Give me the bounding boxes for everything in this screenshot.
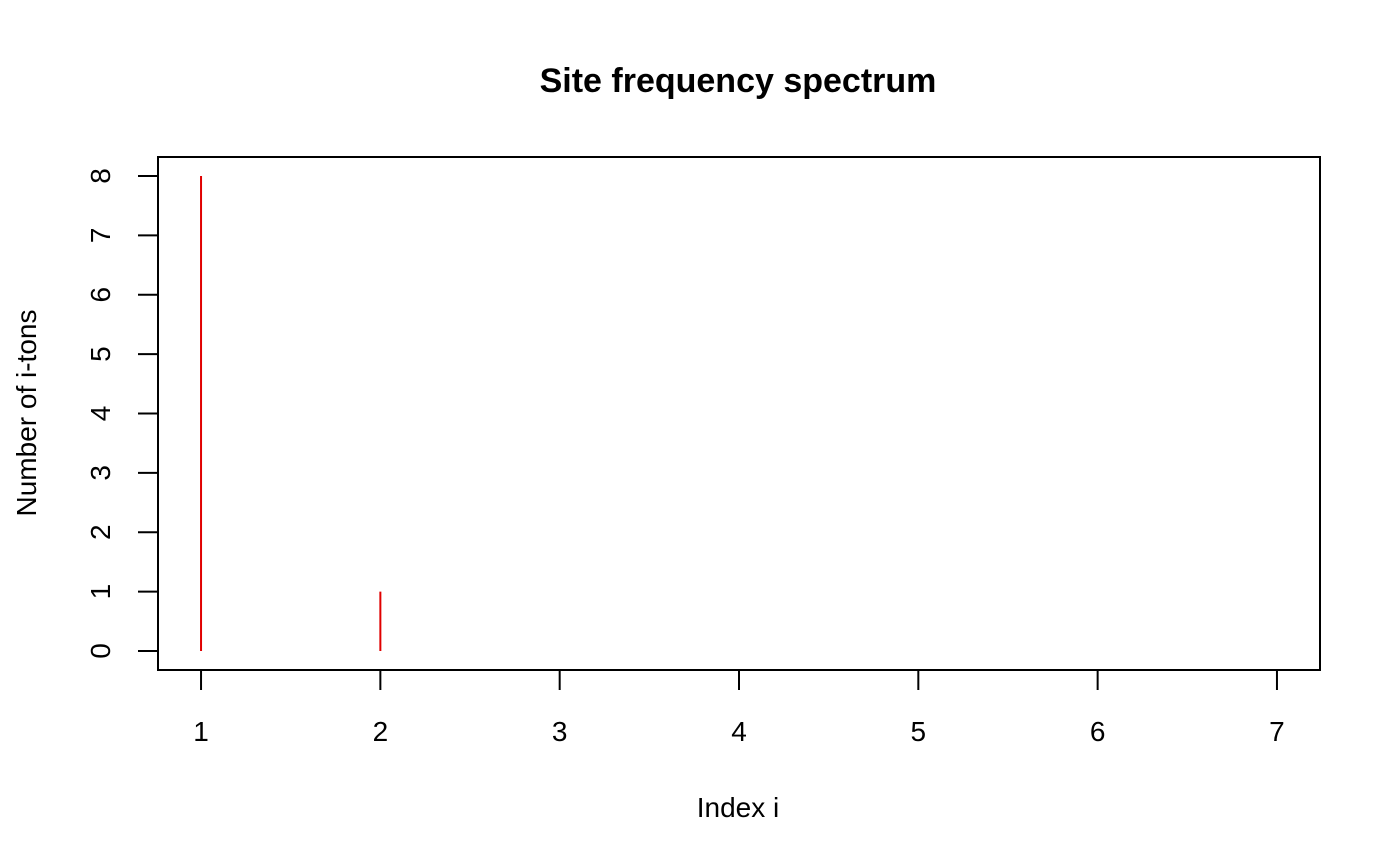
- y-tick-label: 5: [85, 346, 116, 362]
- y-tick-label: 1: [85, 584, 116, 600]
- x-axis: 1 2 3 4 5 6 7: [193, 669, 1285, 747]
- x-tick-label: 4: [731, 716, 747, 747]
- y-tick-label: 3: [85, 465, 116, 481]
- chart-title: Site frequency spectrum: [540, 62, 937, 100]
- data-series: [200, 176, 382, 651]
- y-tick-label: 0: [85, 643, 116, 659]
- y-axis: 0 1 2 3 4 5 6 7 8: [85, 168, 159, 659]
- y-tick-label: 7: [85, 228, 116, 244]
- plot-frame: [157, 156, 1321, 671]
- x-axis-label: Index i: [697, 792, 780, 823]
- x-tick-label: 6: [1090, 716, 1106, 747]
- x-tick-label: 1: [193, 716, 209, 747]
- x-tick-label: 7: [1269, 716, 1285, 747]
- y-tick-label: 6: [85, 287, 116, 303]
- x-tick-label: 3: [552, 716, 568, 747]
- y-tick-label: 4: [85, 406, 116, 422]
- y-tick-label: 8: [85, 168, 116, 184]
- y-tick-label: 2: [85, 524, 116, 540]
- x-tick-label: 2: [373, 716, 389, 747]
- x-tick-label: 5: [911, 716, 927, 747]
- y-axis-label: Number of i-tons: [11, 310, 42, 517]
